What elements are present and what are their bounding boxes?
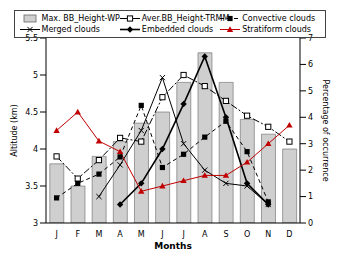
svg-text:F: F (75, 230, 80, 239)
svg-text:4.5: 4.5 (25, 108, 38, 117)
svg-text:5: 5 (33, 71, 38, 80)
svg-text:Altitude (km): Altitude (km) (10, 104, 19, 156)
svg-text:4: 4 (308, 113, 313, 122)
svg-text:Months: Months (154, 241, 192, 251)
svg-text:3: 3 (308, 140, 313, 149)
svg-text:3.5: 3.5 (25, 182, 38, 191)
html-text:Aver.BB_Height-TRMM: Aver.BB_Height-TRMM (141, 14, 230, 23)
svg-text:O: O (244, 230, 250, 239)
svg-text:2: 2 (308, 166, 313, 175)
svg-text:0: 0 (308, 219, 313, 228)
html-text:Convective clouds: Convective clouds (242, 14, 316, 23)
svg-text:7: 7 (308, 34, 313, 43)
svg-text:D: D (286, 230, 292, 239)
svg-text:M: M (138, 230, 145, 239)
svg-text:3: 3 (33, 219, 38, 228)
svg-text:N: N (265, 230, 271, 239)
svg-text:Percentage of occurrence: Percentage of occurrence (321, 79, 330, 181)
svg-text:M: M (95, 230, 102, 239)
svg-text:4: 4 (33, 145, 38, 154)
svg-text:A: A (202, 230, 208, 239)
html-text:Merged clouds: Merged clouds (41, 25, 100, 34)
html-text:Embedded clouds: Embedded clouds (141, 25, 214, 34)
html-text:Stratiform clouds: Stratiform clouds (242, 25, 311, 34)
svg-text:A: A (117, 230, 123, 239)
svg-text:S: S (223, 230, 228, 239)
svg-text:1: 1 (308, 192, 313, 201)
svg-text:J: J (181, 230, 184, 239)
svg-text:5.5: 5.5 (25, 34, 38, 43)
svg-text:5: 5 (308, 87, 313, 96)
svg-text:J: J (160, 230, 163, 239)
html-text:Max. BB_Height-WP: Max. BB_Height-WP (41, 14, 120, 23)
svg-text:J: J (54, 230, 57, 239)
svg-text:6: 6 (308, 60, 313, 69)
